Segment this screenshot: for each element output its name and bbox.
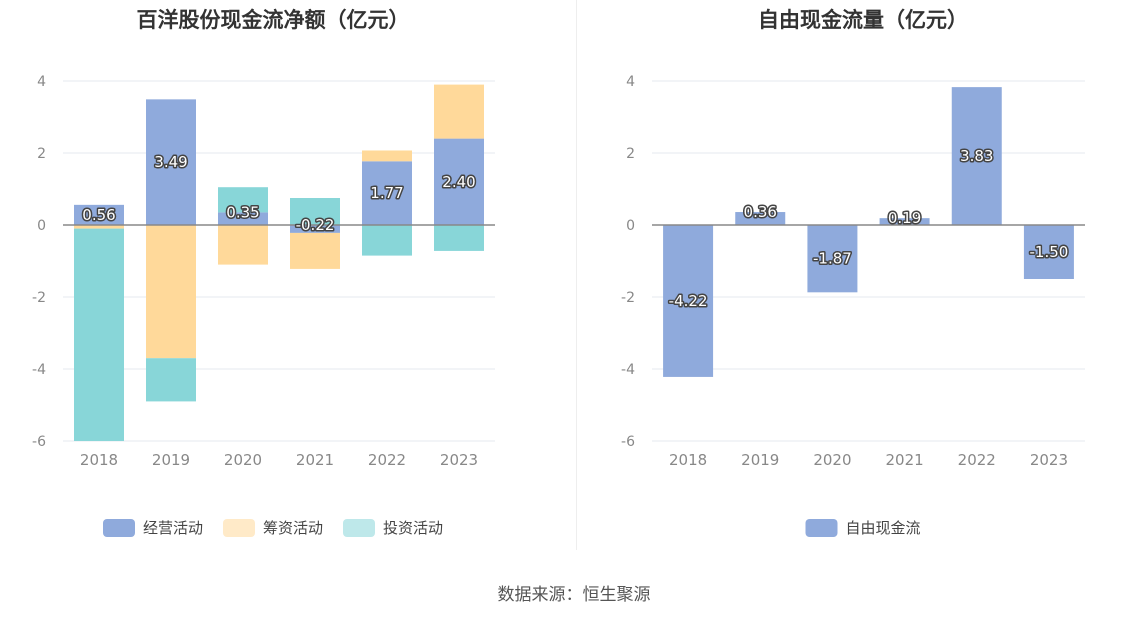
data-label: -1.50 bbox=[1030, 243, 1069, 261]
data-label: -4.22 bbox=[669, 292, 708, 310]
bar-2021-s1 bbox=[879, 218, 930, 225]
x-tick-label: 2018 bbox=[669, 451, 707, 469]
bar-2018-s1 bbox=[74, 204, 124, 225]
x-tick-label: 2020 bbox=[224, 451, 262, 469]
x-tick-label: 2021 bbox=[885, 451, 923, 469]
panel-divider bbox=[576, 0, 577, 550]
data-label: -0.22 bbox=[296, 216, 335, 234]
x-tick-label: 2022 bbox=[958, 451, 996, 469]
data-label: 3.49 bbox=[154, 153, 187, 171]
bar-2019-s2 bbox=[146, 225, 196, 359]
bar-2018-s1 bbox=[663, 225, 714, 377]
y-tick-label: -4 bbox=[621, 362, 635, 378]
y-tick-label: -6 bbox=[621, 434, 635, 450]
bar-2023-s2 bbox=[434, 84, 484, 139]
bar-2022-s3 bbox=[362, 225, 412, 256]
bar-2023-s1 bbox=[1023, 225, 1074, 279]
legend-swatch-1 bbox=[103, 519, 135, 537]
y-tick-label: 2 bbox=[37, 146, 46, 162]
bar-2018-s2 bbox=[74, 225, 124, 229]
legend-label-1: 经营活动 bbox=[143, 519, 203, 537]
bar-2018-s3 bbox=[74, 228, 124, 441]
bar-2020-s1 bbox=[807, 225, 858, 293]
legend-label-2: 筹资活动 bbox=[263, 519, 323, 537]
bar-2023-s3 bbox=[434, 225, 484, 251]
data-label: 0.56 bbox=[82, 206, 115, 224]
legend-label-1: 自由现金流 bbox=[846, 519, 921, 537]
bar-2019-s1 bbox=[735, 212, 786, 225]
data-label: 0.36 bbox=[744, 203, 777, 221]
data-source-note: 数据来源：恒生聚源 bbox=[497, 585, 651, 605]
data-label: 3.83 bbox=[960, 147, 993, 165]
x-tick-label: 2023 bbox=[440, 451, 478, 469]
y-tick-label: 4 bbox=[37, 74, 46, 90]
x-tick-label: 2019 bbox=[741, 451, 779, 469]
data-label: 1.77 bbox=[370, 184, 403, 202]
data-label: 0.19 bbox=[888, 209, 921, 227]
legend-swatch-1 bbox=[805, 519, 838, 537]
chart-title-1: 百洋股份现金流净额（亿元） bbox=[137, 8, 410, 32]
x-tick-label: 2019 bbox=[152, 451, 190, 469]
bar-2021-s3 bbox=[290, 198, 340, 225]
y-tick-label: -6 bbox=[32, 434, 46, 450]
bar-2021-s2 bbox=[290, 232, 340, 269]
bar-2022-s1 bbox=[951, 87, 1002, 226]
bar-2022-s2 bbox=[362, 150, 412, 162]
x-tick-label: 2022 bbox=[368, 451, 406, 469]
bar-2021-s1 bbox=[290, 225, 340, 233]
legend-label-3: 投资活动 bbox=[383, 519, 443, 537]
bar-2019-s1 bbox=[146, 99, 196, 225]
data-label: -1.87 bbox=[813, 250, 852, 268]
y-tick-label: 4 bbox=[626, 74, 635, 90]
y-tick-label: -2 bbox=[32, 290, 46, 306]
legend-swatch-3 bbox=[343, 519, 375, 537]
bar-2022-s1 bbox=[362, 161, 412, 225]
x-tick-label: 2021 bbox=[296, 451, 334, 469]
bar-2020-s2 bbox=[218, 225, 268, 265]
x-tick-label: 2020 bbox=[813, 451, 851, 469]
chart-title-2: 自由现金流量（亿元） bbox=[758, 8, 968, 32]
bar-2023-s1 bbox=[434, 138, 484, 225]
bar-2019-s3 bbox=[146, 358, 196, 402]
data-label: 2.40 bbox=[442, 173, 475, 191]
y-tick-label: -2 bbox=[621, 290, 635, 306]
y-tick-label: 2 bbox=[626, 146, 635, 162]
bar-2020-s3 bbox=[218, 187, 268, 213]
y-tick-label: -4 bbox=[32, 362, 46, 378]
legend-swatch-2 bbox=[223, 519, 255, 537]
y-tick-label: 0 bbox=[626, 218, 635, 234]
x-tick-label: 2018 bbox=[80, 451, 118, 469]
y-tick-label: 0 bbox=[37, 218, 46, 234]
data-label: 0.35 bbox=[226, 203, 259, 221]
x-tick-label: 2023 bbox=[1030, 451, 1068, 469]
bar-2020-s1 bbox=[218, 212, 268, 225]
